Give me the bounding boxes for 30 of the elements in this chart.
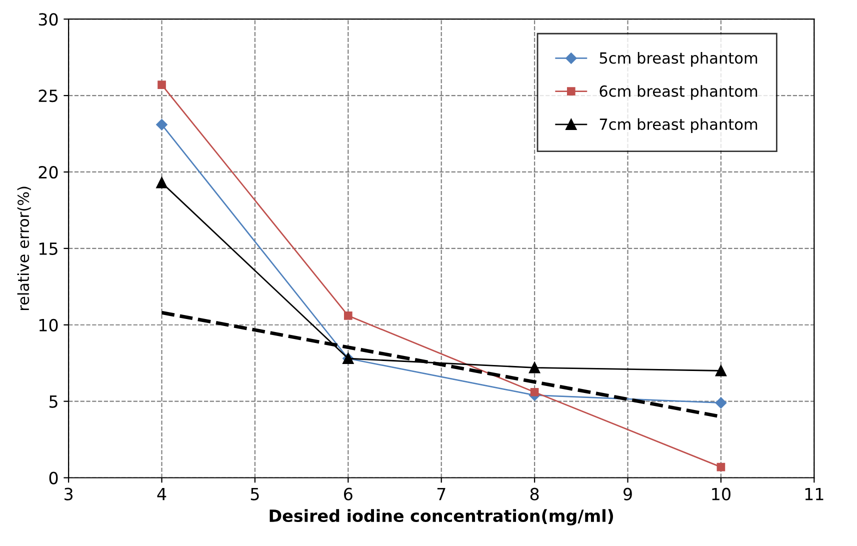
y-tick-label: 15 — [39, 242, 58, 255]
x-tick-label: 5 — [250, 488, 259, 500]
point — [715, 397, 727, 408]
point — [529, 362, 540, 374]
legend-label: 6cm breast phantom — [600, 85, 758, 100]
x-tick-label: 3 — [64, 488, 73, 500]
point — [158, 80, 166, 90]
point — [530, 388, 539, 396]
point — [344, 312, 352, 320]
y-tick-label: 0 — [49, 472, 58, 484]
legend-label: 7cm breast phantom — [600, 118, 758, 133]
y-tick-label: 25 — [38, 90, 58, 102]
y-tick-label: 5 — [50, 395, 58, 408]
y-tick-label: 10 — [39, 318, 58, 332]
point — [715, 365, 727, 376]
x-tick-label: 7 — [437, 488, 446, 500]
y-tick-label: 20 — [38, 166, 58, 179]
x-axis-title: Desired iodine concentration(mg/ml) — [270, 509, 614, 526]
x-tick-label: 8 — [530, 488, 539, 500]
point — [156, 118, 168, 130]
x-tick-label: 9 — [624, 488, 632, 500]
x-tick-label: 6 — [344, 488, 352, 500]
x-tick-label: 11 — [805, 488, 824, 500]
y-tick-label: 30 — [38, 13, 58, 26]
legend-label: 5cm breast phantom — [600, 52, 758, 67]
x-tick-label: 4 — [157, 488, 166, 500]
y-axis-title: relative error(%) — [17, 186, 31, 310]
point — [156, 177, 168, 188]
point — [716, 462, 726, 472]
x-tick-label: 10 — [712, 488, 730, 500]
